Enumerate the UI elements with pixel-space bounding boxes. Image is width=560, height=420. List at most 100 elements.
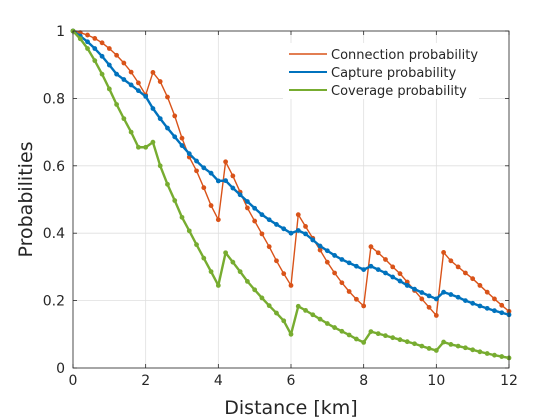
data-point-capture (397, 278, 403, 284)
data-point-coverage (266, 303, 272, 309)
x-tick-label: 2 (141, 373, 150, 389)
data-point-connection (136, 80, 141, 86)
data-point-coverage (85, 46, 90, 51)
x-tick-label: 12 (500, 373, 518, 389)
data-point-connection (128, 69, 134, 75)
data-point-capture (433, 296, 439, 302)
data-point-capture (106, 62, 112, 68)
data-point-coverage (470, 347, 476, 353)
data-point-connection (106, 46, 112, 51)
data-point-capture (157, 116, 163, 122)
data-point-capture (492, 308, 497, 314)
data-point-capture (303, 231, 308, 237)
data-point-capture (194, 158, 199, 164)
data-point-capture (361, 267, 367, 272)
data-point-capture (484, 305, 490, 311)
x-tick-label: 8 (359, 373, 368, 389)
data-point-connection (368, 244, 374, 250)
data-point-capture (245, 199, 250, 204)
data-point-capture (99, 53, 105, 59)
x-tick-label: 6 (287, 373, 296, 389)
data-point-connection (281, 271, 287, 277)
data-point-coverage (390, 335, 396, 341)
data-point-capture (317, 243, 323, 249)
data-point-capture (172, 134, 178, 140)
y-axis-title: Probabilities (15, 141, 37, 257)
data-point-capture (237, 192, 243, 198)
data-point-connection (121, 60, 127, 66)
data-point-coverage (354, 336, 359, 342)
data-point-coverage (186, 228, 192, 234)
data-point-connection (361, 303, 367, 309)
data-point-coverage (412, 341, 417, 347)
data-point-capture (470, 300, 476, 306)
data-point-connection (375, 250, 381, 256)
data-point-coverage (208, 269, 214, 275)
data-point-coverage (172, 198, 178, 203)
data-point-capture (383, 270, 388, 276)
data-point-connection (499, 302, 505, 308)
data-point-capture (288, 230, 294, 236)
data-point-coverage (92, 58, 98, 64)
tick-labels: 0 2 4 6 8 10 12 0 0.2 0.4 0.6 0.8 1 (43, 24, 518, 389)
data-point-capture (128, 82, 134, 88)
data-point-connection (172, 113, 178, 119)
data-point-capture (223, 178, 229, 184)
data-point-coverage (77, 36, 83, 42)
data-point-coverage (165, 181, 170, 187)
data-point-capture (419, 290, 425, 295)
data-point-connection (448, 258, 454, 264)
data-point-coverage (237, 269, 243, 275)
legend-label-connection: Connection probability (331, 48, 478, 63)
data-point-coverage (179, 214, 185, 220)
y-tick-label: 1 (56, 24, 65, 40)
data-point-coverage (375, 331, 381, 337)
data-point-connection (492, 296, 497, 302)
data-point-connection (317, 247, 323, 253)
data-point-connection (92, 36, 98, 41)
data-point-connection (404, 279, 410, 285)
data-point-coverage (317, 316, 323, 322)
data-point-coverage (404, 339, 410, 345)
data-point-connection (346, 289, 352, 294)
data-point-coverage (419, 343, 425, 349)
data-point-coverage (455, 343, 461, 349)
data-point-capture (346, 260, 352, 266)
data-point-coverage (121, 116, 127, 122)
y-tick-label: 0.4 (43, 226, 65, 242)
data-point-capture (92, 46, 98, 51)
data-point-coverage (463, 345, 468, 351)
data-point-coverage (477, 349, 483, 355)
data-point-connection (390, 264, 396, 270)
data-point-coverage (368, 329, 374, 334)
data-point-coverage (274, 310, 279, 316)
data-point-connection (463, 270, 468, 276)
data-point-capture (354, 263, 359, 269)
data-point-capture (165, 125, 170, 131)
data-point-coverage (288, 331, 294, 337)
data-point-coverage (361, 339, 367, 345)
y-tick-label: 0 (56, 361, 65, 377)
x-axis-title: Distance [km] (224, 397, 357, 419)
data-point-capture (295, 228, 301, 233)
data-point-connection (303, 224, 308, 229)
series-group (70, 28, 512, 361)
data-point-capture (324, 248, 330, 254)
data-point-connection (470, 276, 476, 282)
data-point-connection (339, 280, 345, 286)
data-point-coverage (332, 325, 337, 330)
data-point-capture (368, 263, 374, 269)
data-point-coverage (245, 278, 250, 284)
data-point-coverage (433, 348, 439, 353)
data-point-coverage (303, 307, 308, 313)
data-point-connection (245, 205, 250, 211)
data-point-connection (223, 159, 229, 165)
data-point-capture (215, 178, 221, 184)
data-point-coverage (106, 86, 112, 92)
data-point-connection (324, 259, 330, 265)
data-point-connection (484, 289, 490, 295)
data-point-capture (230, 185, 236, 191)
data-point-coverage (484, 351, 490, 356)
data-point-coverage (215, 283, 221, 288)
data-point-capture (252, 205, 258, 211)
